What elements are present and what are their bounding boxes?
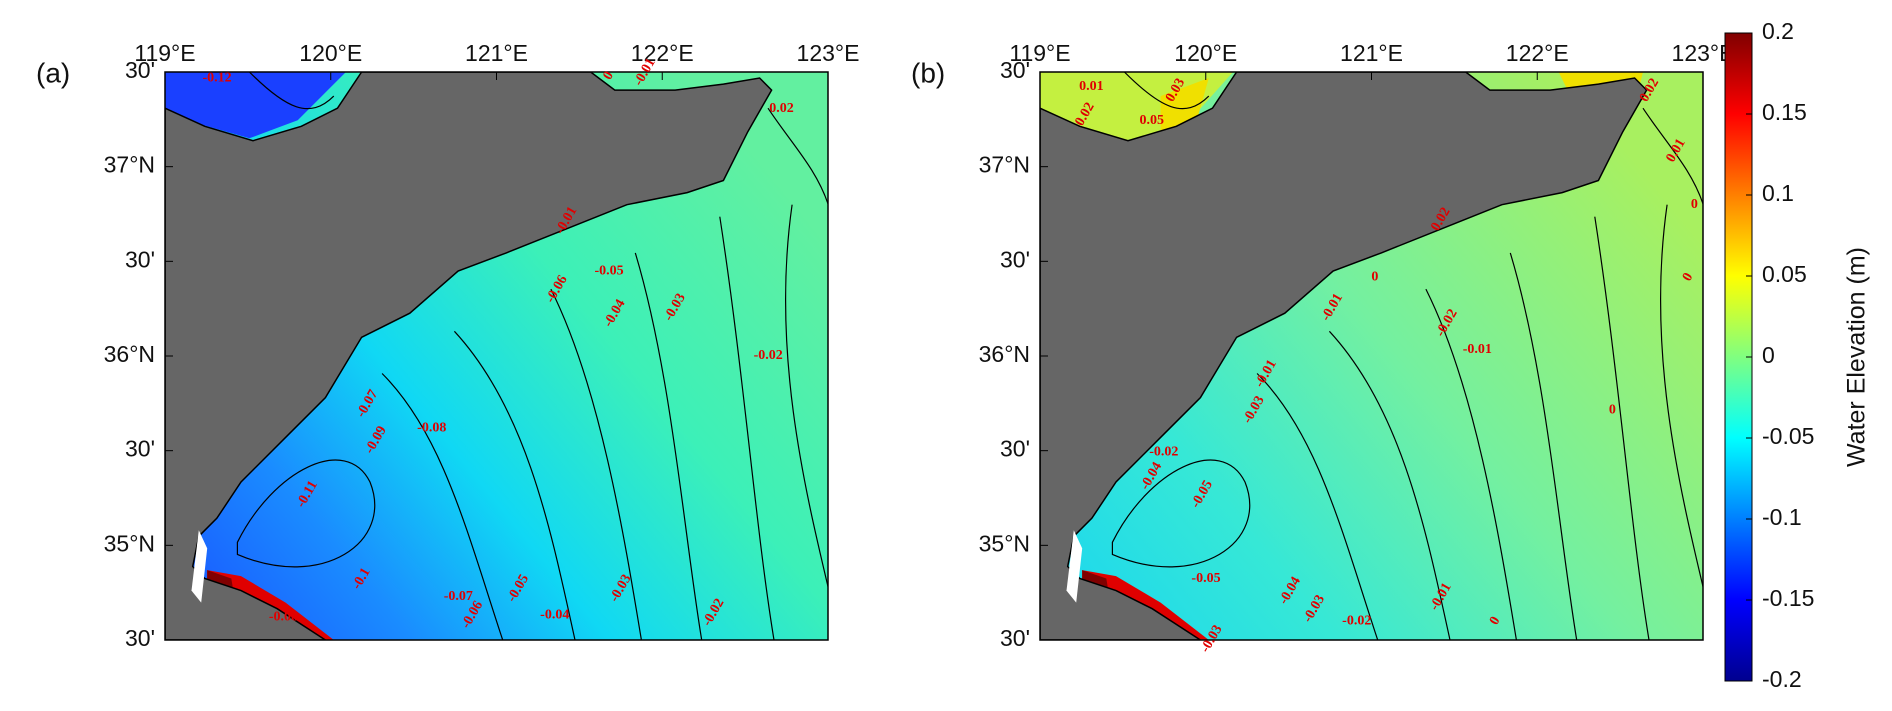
- contour-line: [1111, 459, 1251, 568]
- contour-line: [453, 330, 576, 640]
- contour-line: [1594, 216, 1650, 640]
- contour-label: -0.07: [444, 589, 473, 604]
- x-tick-label: 121°E: [1340, 40, 1403, 66]
- x-tick-label: 119°E: [1009, 40, 1070, 66]
- colorbar-tick-label: 0.05: [1762, 261, 1807, 287]
- contour-line: [1328, 330, 1451, 640]
- colorbar-tick-label: 0: [1762, 342, 1775, 368]
- contour-label: -0.12: [202, 71, 231, 86]
- colorbar-tick-label: -0.15: [1762, 585, 1814, 611]
- panel-label: (a): [36, 57, 70, 88]
- contour-label: -0.08: [269, 610, 298, 625]
- contour-line: [381, 373, 504, 640]
- x-tick-label: 121°E: [465, 40, 528, 66]
- contour-label: -0.02: [754, 348, 783, 363]
- y-tick-label: 35°N: [104, 530, 155, 556]
- contour-line: [550, 288, 642, 640]
- colorbar-tick-label: -0.1: [1762, 504, 1802, 530]
- contour-label: -0.08: [417, 420, 446, 435]
- contour-line: [1659, 204, 1703, 590]
- contour-line: [767, 107, 828, 205]
- x-tick-label: 123°E: [797, 40, 860, 66]
- contour-label: 0: [1371, 270, 1378, 285]
- y-tick-label: 36°N: [104, 341, 155, 367]
- colorbar-tick-label: 0.2: [1762, 18, 1794, 44]
- contour-label: -0.02: [1342, 613, 1371, 628]
- contour-label: -0.04: [540, 607, 569, 622]
- y-tick-label: 30': [1000, 246, 1030, 272]
- contour-line: [784, 204, 828, 590]
- white-notch: [1066, 530, 1083, 603]
- y-tick-label: 30': [1000, 625, 1030, 651]
- x-tick-label: 119°E: [134, 40, 195, 66]
- contour-line: [1123, 72, 1210, 110]
- y-tick-label: 37°N: [979, 152, 1030, 178]
- contour-label: 0: [1691, 197, 1698, 212]
- colorbar-tick-label: -0.2: [1762, 666, 1802, 692]
- y-tick-label: 30': [1000, 57, 1030, 83]
- contour-label: -0.05: [1191, 571, 1220, 586]
- y-tick-label: 30': [125, 436, 155, 462]
- panel-label: (b): [911, 57, 945, 88]
- map-panel: [1040, 72, 1703, 640]
- y-tick-label: 30': [125, 625, 155, 651]
- contour-line: [1256, 373, 1379, 640]
- y-tick-label: 30': [125, 246, 155, 272]
- colorbar-tick-label: -0.05: [1762, 423, 1814, 449]
- y-tick-label: 37°N: [104, 152, 155, 178]
- map-panel: [165, 72, 828, 640]
- contour-line: [1642, 107, 1703, 205]
- x-tick-label: 123°E: [1672, 40, 1735, 66]
- x-tick-label: 122°E: [1506, 40, 1569, 66]
- contour-label: -0.01: [1463, 342, 1492, 357]
- contour-line: [248, 72, 335, 110]
- contour-label: -0.05: [594, 264, 623, 279]
- y-tick-label: 35°N: [979, 530, 1030, 556]
- contour-label: -0.02: [1149, 444, 1178, 459]
- white-notch: [191, 530, 208, 603]
- colorbar-tick-label: 0.15: [1762, 99, 1807, 125]
- bohai-sea: [165, 72, 346, 139]
- contour-line: [1509, 252, 1578, 640]
- y-tick-label: 30': [125, 57, 155, 83]
- contour-line: [719, 216, 775, 640]
- contour-label: 0.01: [1079, 79, 1104, 94]
- contour-label: 0: [1609, 402, 1616, 417]
- contour-line: [1425, 288, 1517, 640]
- x-tick-label: 122°E: [631, 40, 694, 66]
- contour-label: 0.05: [1139, 113, 1164, 128]
- y-tick-label: 30': [1000, 436, 1030, 462]
- x-tick-label: 120°E: [1174, 40, 1237, 66]
- colorbar-tick-label: 0.1: [1762, 180, 1794, 206]
- colorbar-label: Water Elevation (m): [1843, 247, 1871, 467]
- contour-line: [634, 252, 703, 640]
- contour-label: 0.02: [769, 101, 794, 116]
- x-tick-label: 120°E: [299, 40, 362, 66]
- y-tick-label: 36°N: [979, 341, 1030, 367]
- contour-line: [236, 459, 376, 568]
